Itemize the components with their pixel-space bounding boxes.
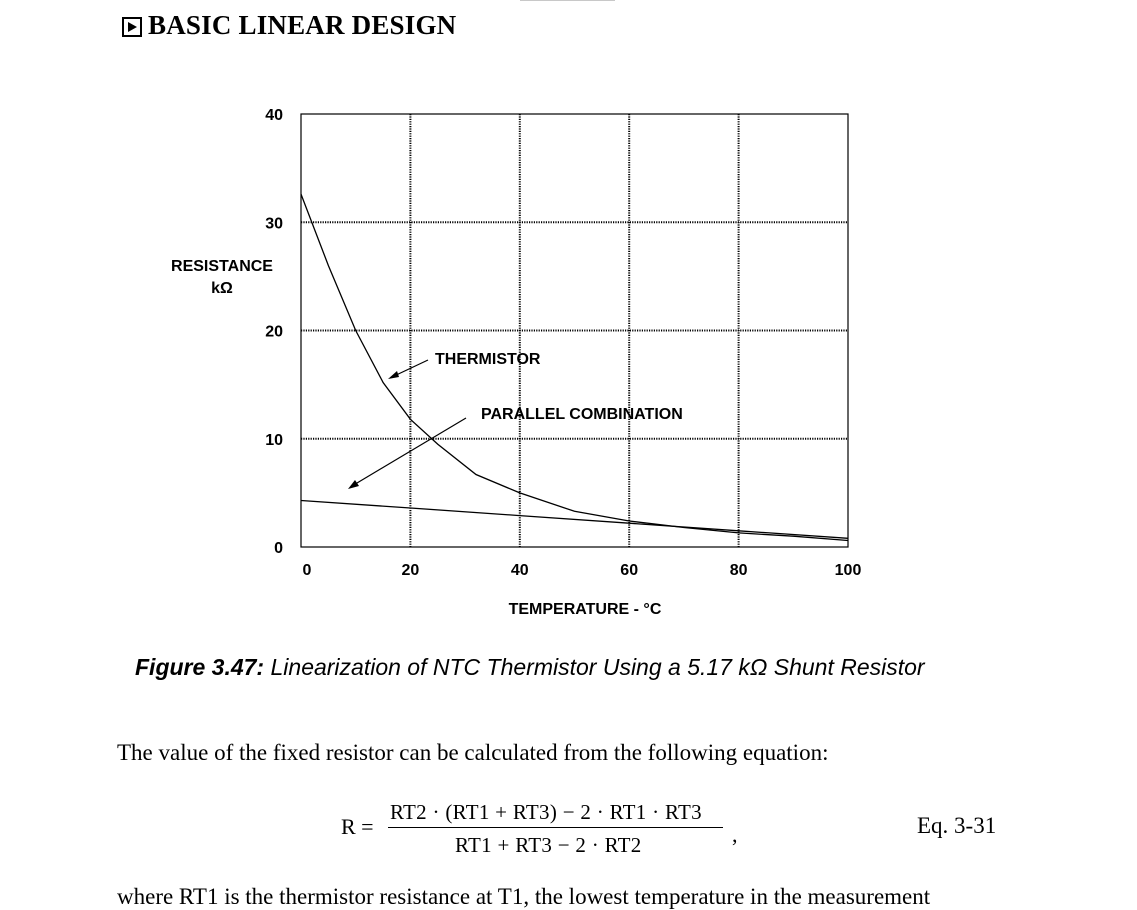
x-tick-label: 80 [730,562,748,579]
figure-number: Figure 3.47: [135,654,265,680]
top-rule [520,0,615,1]
y-tick-labels: 0 10 20 30 40 [265,107,283,557]
y-tick-label: 10 [265,432,283,449]
x-tick-labels: 0 20 40 60 80 100 [303,562,862,579]
cut-off-paragraph: where RT1 is the thermistor resistance a… [117,884,931,909]
plot-frame [300,113,849,548]
equation-denominator: RT1 + RT3 − 2 · RT2 [455,833,642,857]
y-tick-label: 40 [265,107,283,124]
thermistor-chart: 0 20 40 60 80 100 0 10 20 30 40 RESISTANCE kΩ TEM… [171,107,862,618]
equation-lhs: R = [341,814,374,839]
x-tick-label: 0 [303,562,312,579]
parallel-combination-line [300,499,849,539]
thermistor-curve [300,193,849,542]
x-tick-label: 40 [511,562,529,579]
parallel-combination-label: PARALLEL COMBINATION [481,406,683,423]
body-paragraph: The value of the fixed resistor can be c… [117,740,829,765]
parallel-arrow-line [351,417,467,487]
y-tick-label: 30 [265,215,283,232]
x-tick-label: 20 [402,562,420,579]
y-tick-label: 20 [265,324,283,341]
page-title: BASIC LINEAR DESIGN [148,10,457,40]
y-axis-label-line1: RESISTANCE [171,258,273,275]
chart-series [300,193,849,542]
y-axis-label-line2: kΩ [211,280,233,297]
x-tick-label: 60 [620,562,638,579]
figure-caption-text: Linearization of NTC Thermistor Using a … [264,654,925,680]
page-header: BASIC LINEAR DESIGN [122,10,456,41]
fraction-bar [388,827,723,828]
parallel-arrowhead [348,480,359,489]
x-tick-label: 100 [835,562,862,579]
equation-numerator: RT2 · (RT1 + RT3) − 2 · RT1 · RT3 [390,800,702,824]
chart-grid [301,114,848,547]
thermistor-annotation: THERMISTOR [388,351,541,379]
play-triangle-icon [122,16,142,37]
thermistor-arrowhead [388,371,399,379]
thermistor-label: THERMISTOR [435,351,541,368]
figure-caption: Figure 3.47: Linearization of NTC Thermi… [135,654,925,681]
equation-number: Eq. 3-31 [917,813,997,838]
equation-comma: , [732,822,738,847]
y-tick-label: 0 [274,540,283,557]
x-axis-label: TEMPERATURE - °C [509,601,662,618]
parallel-annotation: PARALLEL COMBINATION [348,406,683,489]
